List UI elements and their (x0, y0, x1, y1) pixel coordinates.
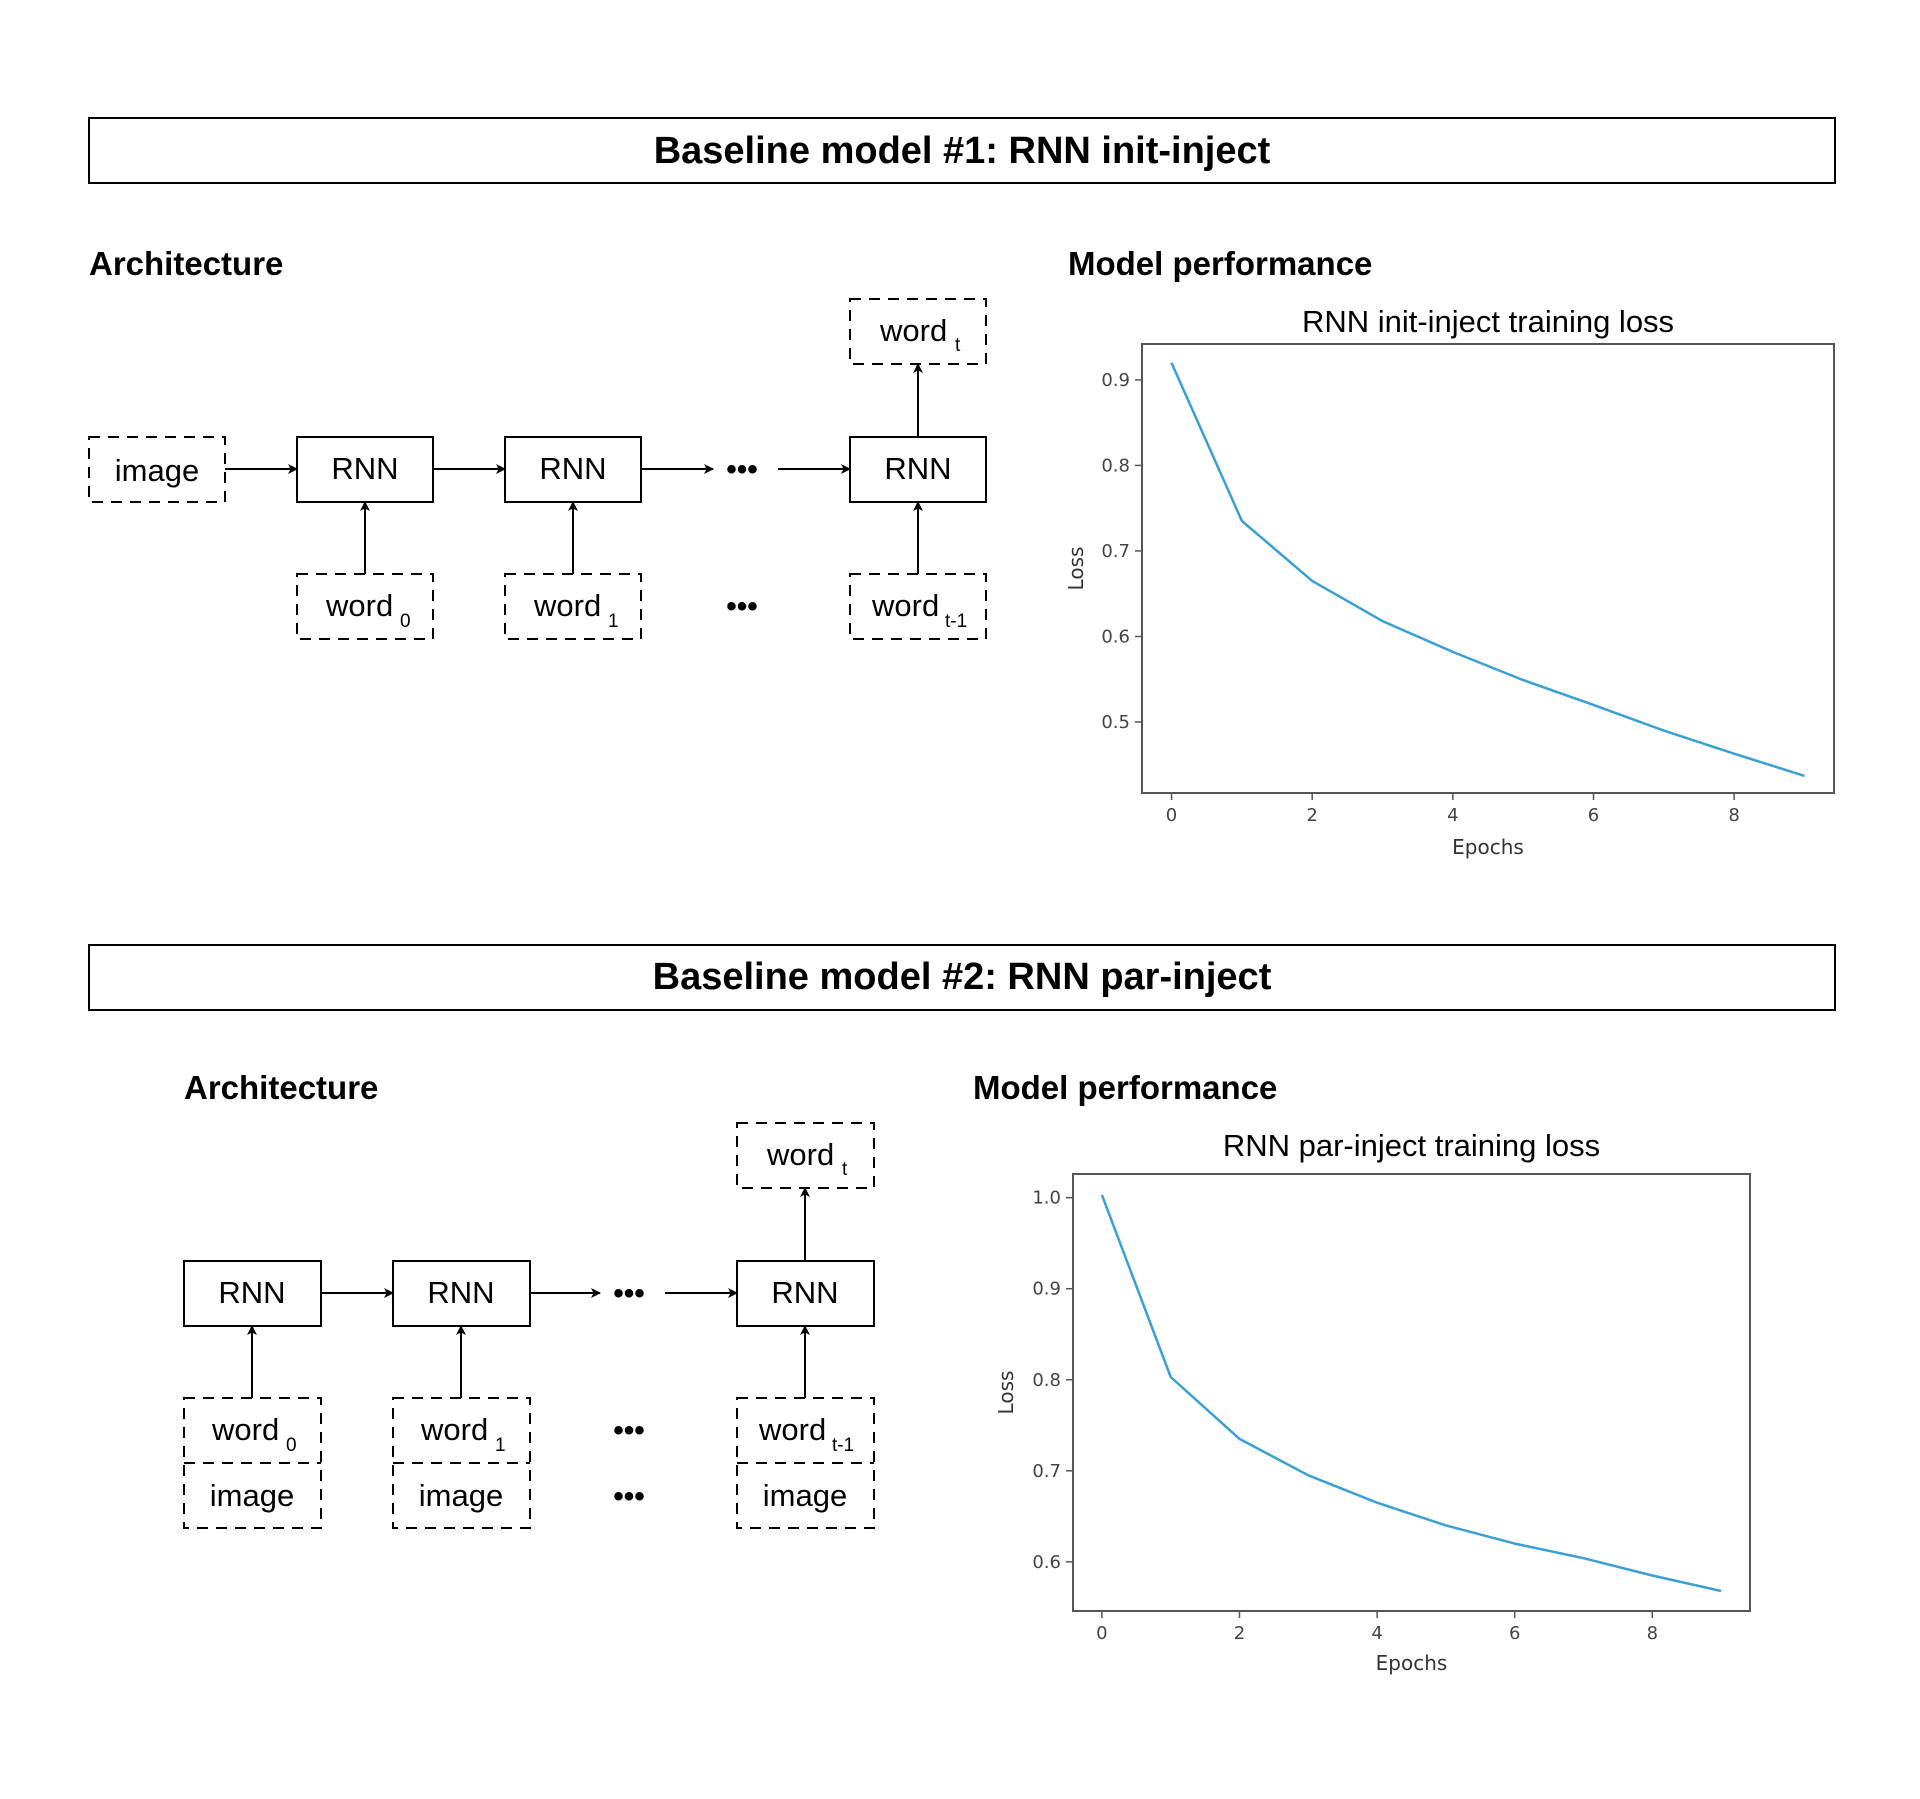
x-tick-label: 8 (1647, 1623, 1658, 1644)
d1-word-subscript-3: t-1 (945, 611, 967, 632)
y-tick-label: 0.7 (1032, 1461, 1061, 1482)
y-tick-label: 1.0 (1032, 1188, 1061, 1209)
plot-frame (1072, 1173, 1751, 1612)
y-tick-label: 0.8 (1032, 1370, 1061, 1391)
d1-word-label-1: word (325, 588, 393, 623)
x-axis-label: Epochs (1376, 1651, 1448, 1675)
x-tick-label: 0 (1096, 1623, 1107, 1644)
d1-rnn-label-2: RNN (539, 451, 606, 486)
chart-title: RNN par-inject training loss (1223, 1128, 1600, 1163)
section-2: Baseline model #2: RNN par-inject Archit… (88, 944, 1836, 1675)
d1-output-subscript: t (955, 335, 961, 356)
d2-ellipsis-images: ••• (613, 1480, 645, 1513)
banner-1-title: Baseline model #1: RNN init-inject (654, 130, 1271, 172)
architecture-1-label: Architecture (89, 245, 283, 282)
x-axis-label: Epochs (1452, 835, 1524, 859)
d1-image-label: image (115, 453, 199, 488)
d2-rnn-label-3: RNN (771, 1275, 838, 1310)
d2-rnn-label-2: RNN (427, 1275, 494, 1310)
d2-image-label-2: image (419, 1478, 503, 1513)
y-tick-label: 0.7 (1101, 541, 1130, 562)
y-tick-label: 0.6 (1101, 626, 1130, 647)
d1-output-word-label: word (879, 313, 947, 348)
y-axis-label: Loss (1064, 547, 1088, 591)
d1-rnn-label-3: RNN (884, 451, 951, 486)
d2-image-label-3: image (763, 1478, 847, 1513)
x-tick-label: 4 (1447, 805, 1458, 826)
y-axis-label: Loss (994, 1371, 1018, 1415)
y-tick-label: 0.8 (1101, 455, 1130, 476)
y-tick-label: 0.9 (1032, 1279, 1061, 1300)
d1-word-label-2: word (533, 588, 601, 623)
d2-output-word-label: word (766, 1137, 834, 1172)
d2-word-label-2: word (420, 1412, 488, 1447)
performance-1-label: Model performance (1068, 245, 1372, 282)
plot-frame (1141, 343, 1835, 794)
x-tick-label: 4 (1371, 1623, 1382, 1644)
y-tick-label: 0.9 (1101, 370, 1130, 391)
section-1: Baseline model #1: RNN init-inject Archi… (88, 117, 1836, 859)
x-tick-label: 2 (1306, 805, 1317, 826)
loss-chart-2: RNN par-inject training loss 0.6 0.7 0.8 0.9… (994, 1128, 1751, 1675)
x-tick-label: 2 (1234, 1623, 1245, 1644)
architecture-1-diagram: image RNN RNN RNN ••• word t word 0 (88, 298, 987, 640)
loss-chart-1: RNN init-inject training loss 0.5 0.6 0.7 0.… (1064, 304, 1835, 859)
banner-1-box (88, 117, 1836, 184)
banner-2-title: Baseline model #2: RNN par-inject (653, 956, 1272, 998)
performance-2-label: Model performance (973, 1069, 1277, 1106)
loss-series-line (1170, 362, 1805, 778)
chart-title: RNN init-inject training loss (1302, 304, 1674, 339)
banner-2-box (88, 944, 1836, 1011)
d2-word-label-1: word (211, 1412, 279, 1447)
d2-ellipsis-words: ••• (613, 1414, 645, 1447)
d2-word-subscript-1: 0 (286, 1435, 297, 1456)
d1-image-box (88, 436, 226, 503)
d1-word-subscript-2: 1 (608, 611, 619, 632)
y-tick-label: 0.6 (1032, 1552, 1061, 1573)
d1-rnn-label-1: RNN (331, 451, 398, 486)
y-tick-label: 0.5 (1101, 712, 1130, 733)
d2-word-subscript-2: 1 (495, 1435, 506, 1456)
architecture-2-diagram: RNN RNN RNN ••• word t word 0 image (183, 1122, 875, 1529)
d1-ellipsis-inputs: ••• (726, 590, 758, 623)
d2-word-subscript-3: t-1 (832, 1435, 854, 1456)
loss-series-line (1100, 1194, 1722, 1593)
d2-output-subscript: t (842, 1159, 848, 1180)
d2-word-label-3: word (758, 1412, 826, 1447)
x-tick-label: 8 (1728, 805, 1739, 826)
d2-ellipsis-row: ••• (613, 1277, 645, 1310)
d2-image-label-1: image (210, 1478, 294, 1513)
d2-rnn-label-1: RNN (218, 1275, 285, 1310)
x-tick-label: 0 (1166, 805, 1177, 826)
d1-ellipsis-row: ••• (726, 453, 758, 486)
x-tick-label: 6 (1588, 805, 1599, 826)
x-tick-label: 6 (1509, 1623, 1520, 1644)
d1-word-label-3: word (871, 588, 939, 623)
d1-word-subscript-1: 0 (400, 611, 411, 632)
architecture-2-label: Architecture (184, 1069, 378, 1106)
